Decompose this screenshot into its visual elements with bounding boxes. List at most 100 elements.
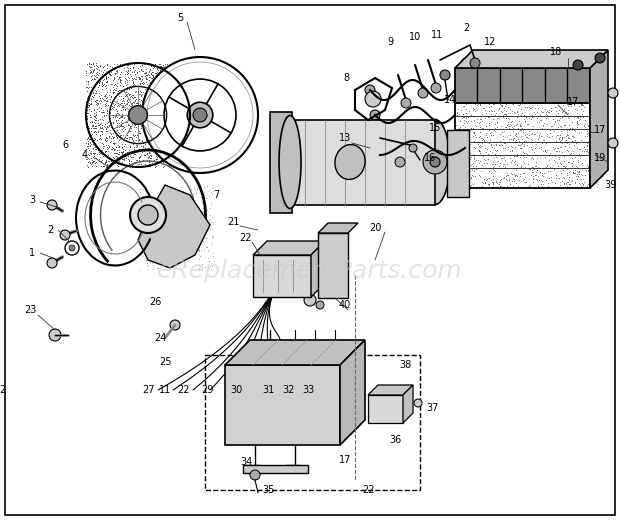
Point — [511, 120, 521, 129]
Point — [141, 129, 151, 137]
Point — [520, 83, 530, 91]
Point — [602, 123, 612, 132]
Point — [167, 88, 177, 96]
Circle shape — [365, 85, 375, 95]
Point — [171, 182, 181, 191]
Point — [203, 219, 213, 227]
Point — [155, 120, 165, 129]
Point — [157, 90, 167, 98]
Point — [177, 90, 187, 98]
Point — [524, 175, 534, 183]
Point — [537, 124, 547, 132]
Point — [118, 147, 128, 156]
Point — [87, 122, 97, 131]
Circle shape — [147, 62, 253, 168]
Point — [244, 369, 254, 378]
Point — [475, 143, 485, 151]
Point — [512, 98, 521, 107]
Point — [158, 139, 168, 147]
Point — [137, 241, 147, 249]
Point — [466, 88, 476, 96]
Point — [461, 149, 471, 157]
Text: 1: 1 — [29, 248, 35, 258]
Point — [266, 431, 276, 439]
Point — [104, 101, 113, 109]
Point — [117, 148, 126, 156]
Point — [473, 100, 483, 108]
Point — [572, 121, 582, 129]
Point — [135, 127, 144, 135]
Point — [474, 159, 484, 167]
Point — [486, 140, 496, 148]
Point — [104, 121, 113, 129]
Text: 37: 37 — [426, 403, 438, 413]
Point — [577, 179, 587, 187]
Point — [100, 100, 110, 108]
Point — [174, 102, 184, 110]
Point — [109, 75, 119, 83]
Point — [562, 181, 572, 190]
Point — [84, 61, 94, 70]
Point — [570, 166, 580, 174]
Point — [570, 105, 580, 114]
Point — [162, 263, 172, 271]
Point — [567, 176, 577, 184]
Point — [257, 416, 267, 425]
Point — [587, 142, 597, 150]
Point — [84, 96, 94, 104]
Point — [143, 245, 153, 254]
Point — [497, 94, 507, 103]
Point — [147, 67, 157, 76]
Point — [580, 116, 590, 124]
Point — [86, 89, 95, 97]
Point — [161, 116, 171, 124]
Point — [169, 134, 179, 143]
Point — [97, 107, 107, 116]
Text: 21: 21 — [227, 217, 239, 227]
Point — [599, 105, 609, 113]
Point — [574, 90, 584, 98]
Point — [131, 156, 141, 164]
Point — [505, 82, 515, 91]
Point — [550, 152, 560, 160]
Point — [536, 182, 546, 190]
Point — [166, 211, 175, 219]
Point — [596, 163, 606, 171]
Point — [110, 144, 120, 153]
Point — [516, 108, 526, 117]
Point — [87, 118, 97, 126]
Point — [149, 133, 159, 141]
Point — [184, 97, 194, 106]
Point — [86, 86, 95, 94]
Point — [142, 200, 152, 208]
Point — [97, 80, 107, 88]
Point — [158, 129, 168, 137]
Point — [106, 123, 116, 131]
Point — [269, 374, 279, 382]
Point — [96, 148, 106, 157]
Point — [82, 142, 92, 151]
Point — [589, 128, 599, 136]
Point — [135, 152, 145, 160]
Point — [149, 234, 159, 242]
Point — [205, 224, 215, 232]
Point — [159, 249, 169, 257]
Point — [110, 139, 120, 147]
Point — [162, 158, 172, 166]
Point — [128, 79, 138, 87]
Point — [565, 78, 575, 86]
Point — [123, 64, 133, 72]
Point — [175, 81, 185, 89]
Point — [150, 163, 160, 171]
Point — [107, 65, 117, 73]
Point — [542, 86, 552, 94]
Point — [538, 172, 547, 181]
Point — [177, 60, 187, 68]
Point — [580, 120, 590, 128]
Point — [556, 143, 565, 151]
Point — [578, 180, 588, 188]
Point — [121, 91, 131, 100]
Point — [128, 91, 138, 100]
Point — [148, 71, 158, 80]
Point — [318, 369, 328, 378]
